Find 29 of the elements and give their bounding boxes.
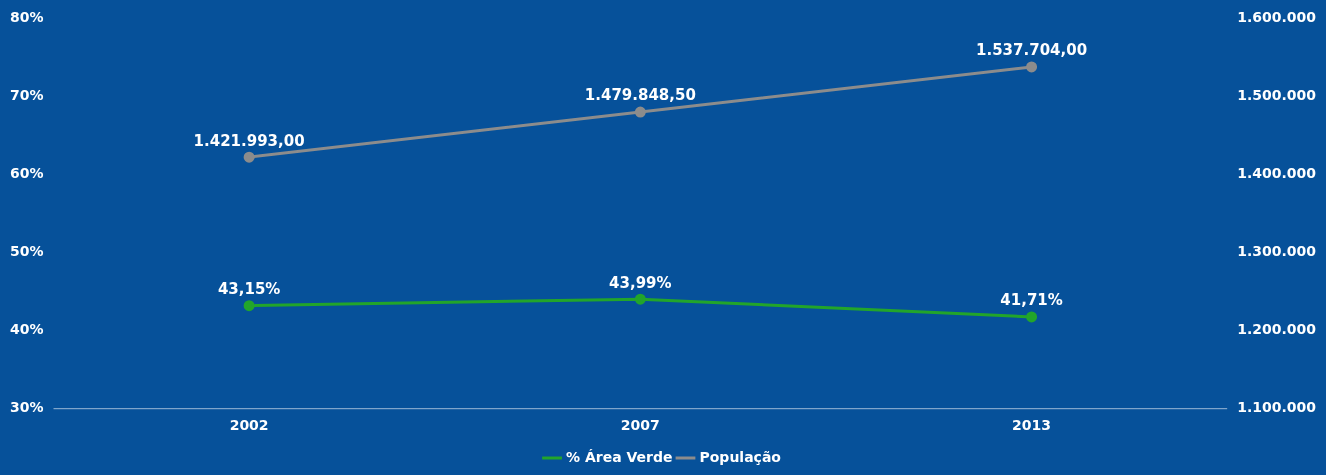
y-tick-label: 80%: [9, 9, 44, 26]
point: [1026, 311, 1038, 323]
point: [1026, 61, 1038, 73]
point: [634, 106, 646, 118]
y2-tick-label: 1.300.000: [1237, 242, 1317, 259]
legend-label: % Área Verde: [566, 448, 673, 465]
y2-tick-label: 1.500.000: [1237, 87, 1317, 103]
data-label: 1.421.993,00: [193, 131, 305, 150]
data-label: 43,99%: [609, 273, 672, 292]
y-tick-label: 60%: [9, 164, 44, 181]
y-tick-label: 70%: [9, 87, 44, 103]
y2-tick-label: 1.600.000: [1237, 9, 1317, 26]
x-tick-label: 2013: [1012, 417, 1052, 434]
data-label: 43,15%: [217, 280, 281, 299]
y2-tick-label: 1.400.000: [1237, 164, 1317, 181]
point: [634, 293, 646, 305]
x-tick-label: 2002: [229, 417, 269, 434]
legend-label: População: [699, 448, 782, 465]
x-tick-label: 2007: [620, 417, 660, 434]
data-label: 1.479.848,50: [584, 86, 696, 105]
point: [243, 300, 255, 312]
y-tick-label: 40%: [9, 320, 44, 337]
y-tick-label: 50%: [9, 242, 44, 259]
y2-tick-label: 1.200.000: [1237, 320, 1317, 337]
y2-tick-label: 1.100.000: [1237, 398, 1317, 415]
y-tick-label: 30%: [9, 398, 44, 415]
point: [243, 151, 255, 163]
data-label: 1.537.704,00: [976, 41, 1088, 60]
data-label: 41,71%: [1000, 291, 1063, 310]
